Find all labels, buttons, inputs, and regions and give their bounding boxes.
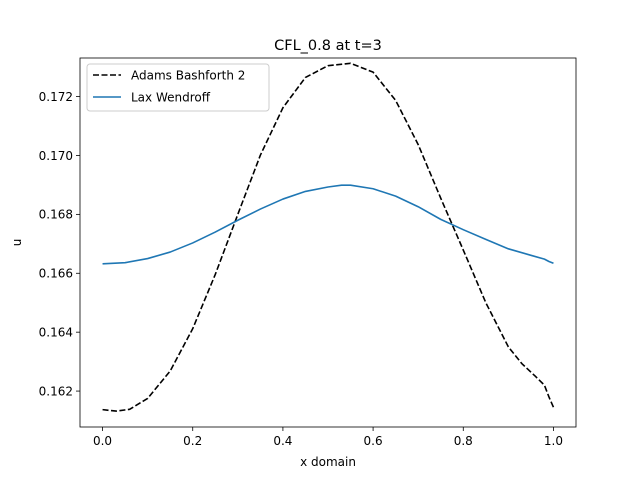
- series-line-1: [102, 62, 555, 412]
- x-axis: 0.0 0.2 0.4 0.6 0.8 1.0: [93, 427, 563, 448]
- y-axis-label: u: [10, 239, 24, 247]
- x-tick-label: 0.0: [93, 434, 112, 448]
- x-tick-label: 0.2: [183, 434, 202, 448]
- series-layer: [102, 62, 555, 412]
- x-tick-label: 0.6: [364, 434, 383, 448]
- legend-entries: Adams Bashforth 2 Lax Wendroff: [93, 68, 245, 104]
- y-tick-label: 0.170: [39, 149, 73, 163]
- y-tick-label: 0.164: [39, 325, 73, 339]
- legend: Adams Bashforth 2 Lax Wendroff: [86, 63, 270, 112]
- legend-label-1: Adams Bashforth 2: [131, 68, 245, 82]
- y-tick-label: 0.172: [39, 90, 73, 104]
- y-tick-label: 0.166: [39, 267, 73, 281]
- y-axis: 0.162 0.164 0.166 0.168 0.170 0.172: [39, 90, 80, 398]
- plot-area: [79, 57, 577, 428]
- y-tick-label: 0.162: [39, 384, 73, 398]
- series-line-2: [102, 184, 554, 265]
- legend-frame: [86, 63, 270, 112]
- chart-title: CFL_0.8 at t=3: [274, 38, 382, 54]
- legend-label-2: Lax Wendroff: [131, 90, 211, 104]
- axes-frame: [79, 57, 577, 428]
- x-axis-label: x domain: [300, 455, 356, 469]
- x-tick-label: 1.0: [544, 434, 563, 448]
- x-tick-label: 0.4: [273, 434, 292, 448]
- x-tick-label: 0.8: [454, 434, 473, 448]
- y-tick-label: 0.168: [39, 208, 73, 222]
